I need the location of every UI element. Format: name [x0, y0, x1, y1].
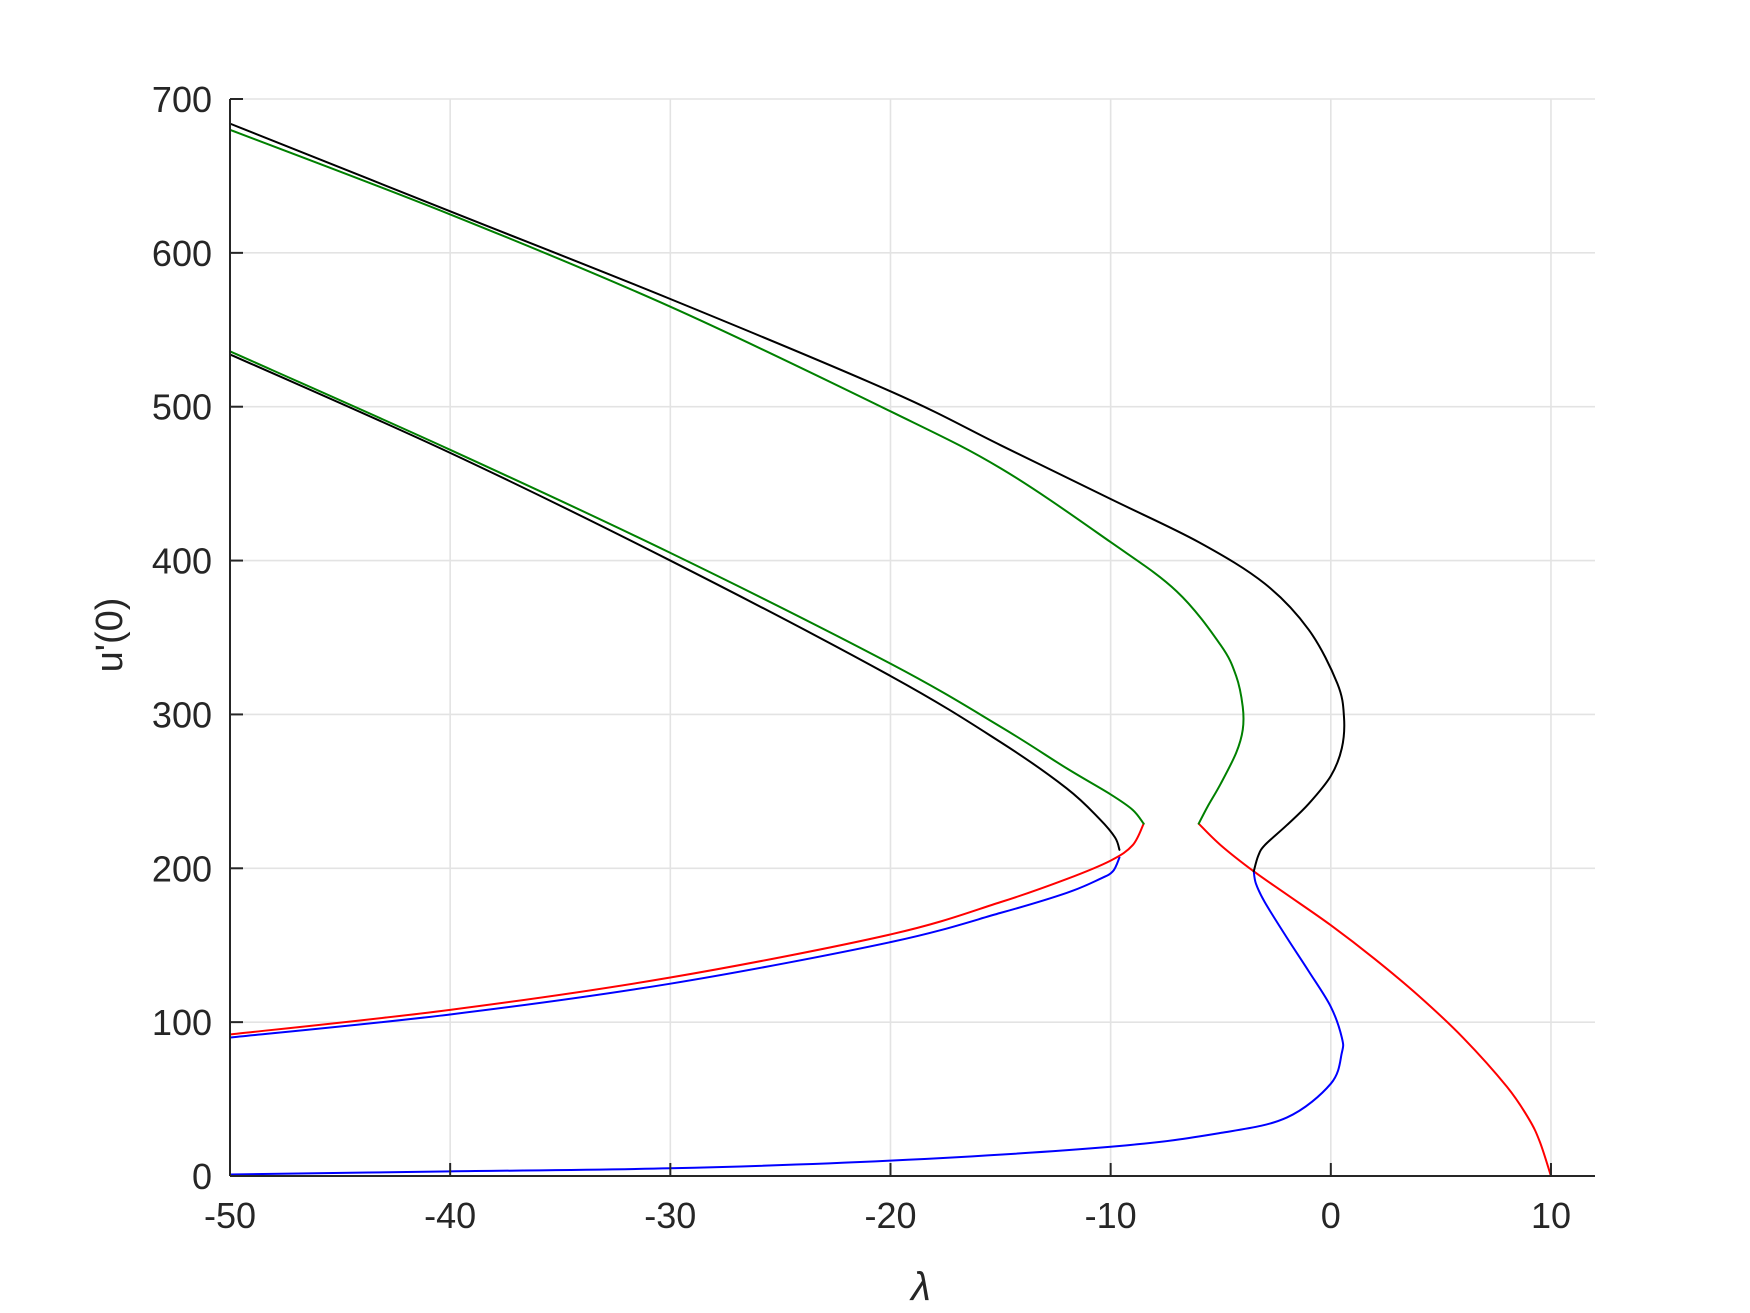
y-tick-label: 400 — [152, 541, 212, 582]
y-tick-label: 300 — [152, 694, 212, 735]
series-line-2 — [229, 353, 1121, 851]
x-tick-label: -10 — [1085, 1195, 1137, 1236]
x-tick-label: -50 — [204, 1195, 256, 1236]
plot-area — [229, 122, 1552, 1177]
y-tick-label: 0 — [192, 1156, 212, 1197]
y-axis-ticks: 0 100 200 300 400 500 600 700 — [152, 79, 243, 1197]
x-axis-label: λ — [909, 1265, 931, 1309]
series-line-5 — [229, 870, 1345, 1176]
series-line-3 — [229, 350, 1145, 825]
y-tick-label: 500 — [152, 387, 212, 428]
y-axis-label: u'(0) — [89, 598, 131, 673]
x-tick-label: 10 — [1531, 1195, 1571, 1236]
y-tick-label: 600 — [152, 233, 212, 274]
series-line-6 — [229, 128, 1245, 825]
x-tick-label: 0 — [1321, 1195, 1341, 1236]
y-tick-label: 200 — [152, 848, 212, 889]
series-line-0 — [229, 856, 1121, 1039]
x-tick-label: -30 — [644, 1195, 696, 1236]
x-tick-label: -40 — [424, 1195, 476, 1236]
x-axis-ticks: -50 -40 -30 -20 -10 0 10 — [204, 1163, 1571, 1236]
series-line-7 — [229, 122, 1346, 873]
y-tick-label: 700 — [152, 79, 212, 120]
series-line-1 — [229, 822, 1145, 1036]
series-line-4 — [1197, 822, 1552, 1177]
y-tick-label: 100 — [152, 1002, 212, 1043]
x-tick-label: -20 — [864, 1195, 916, 1236]
axes — [229, 99, 1595, 1177]
